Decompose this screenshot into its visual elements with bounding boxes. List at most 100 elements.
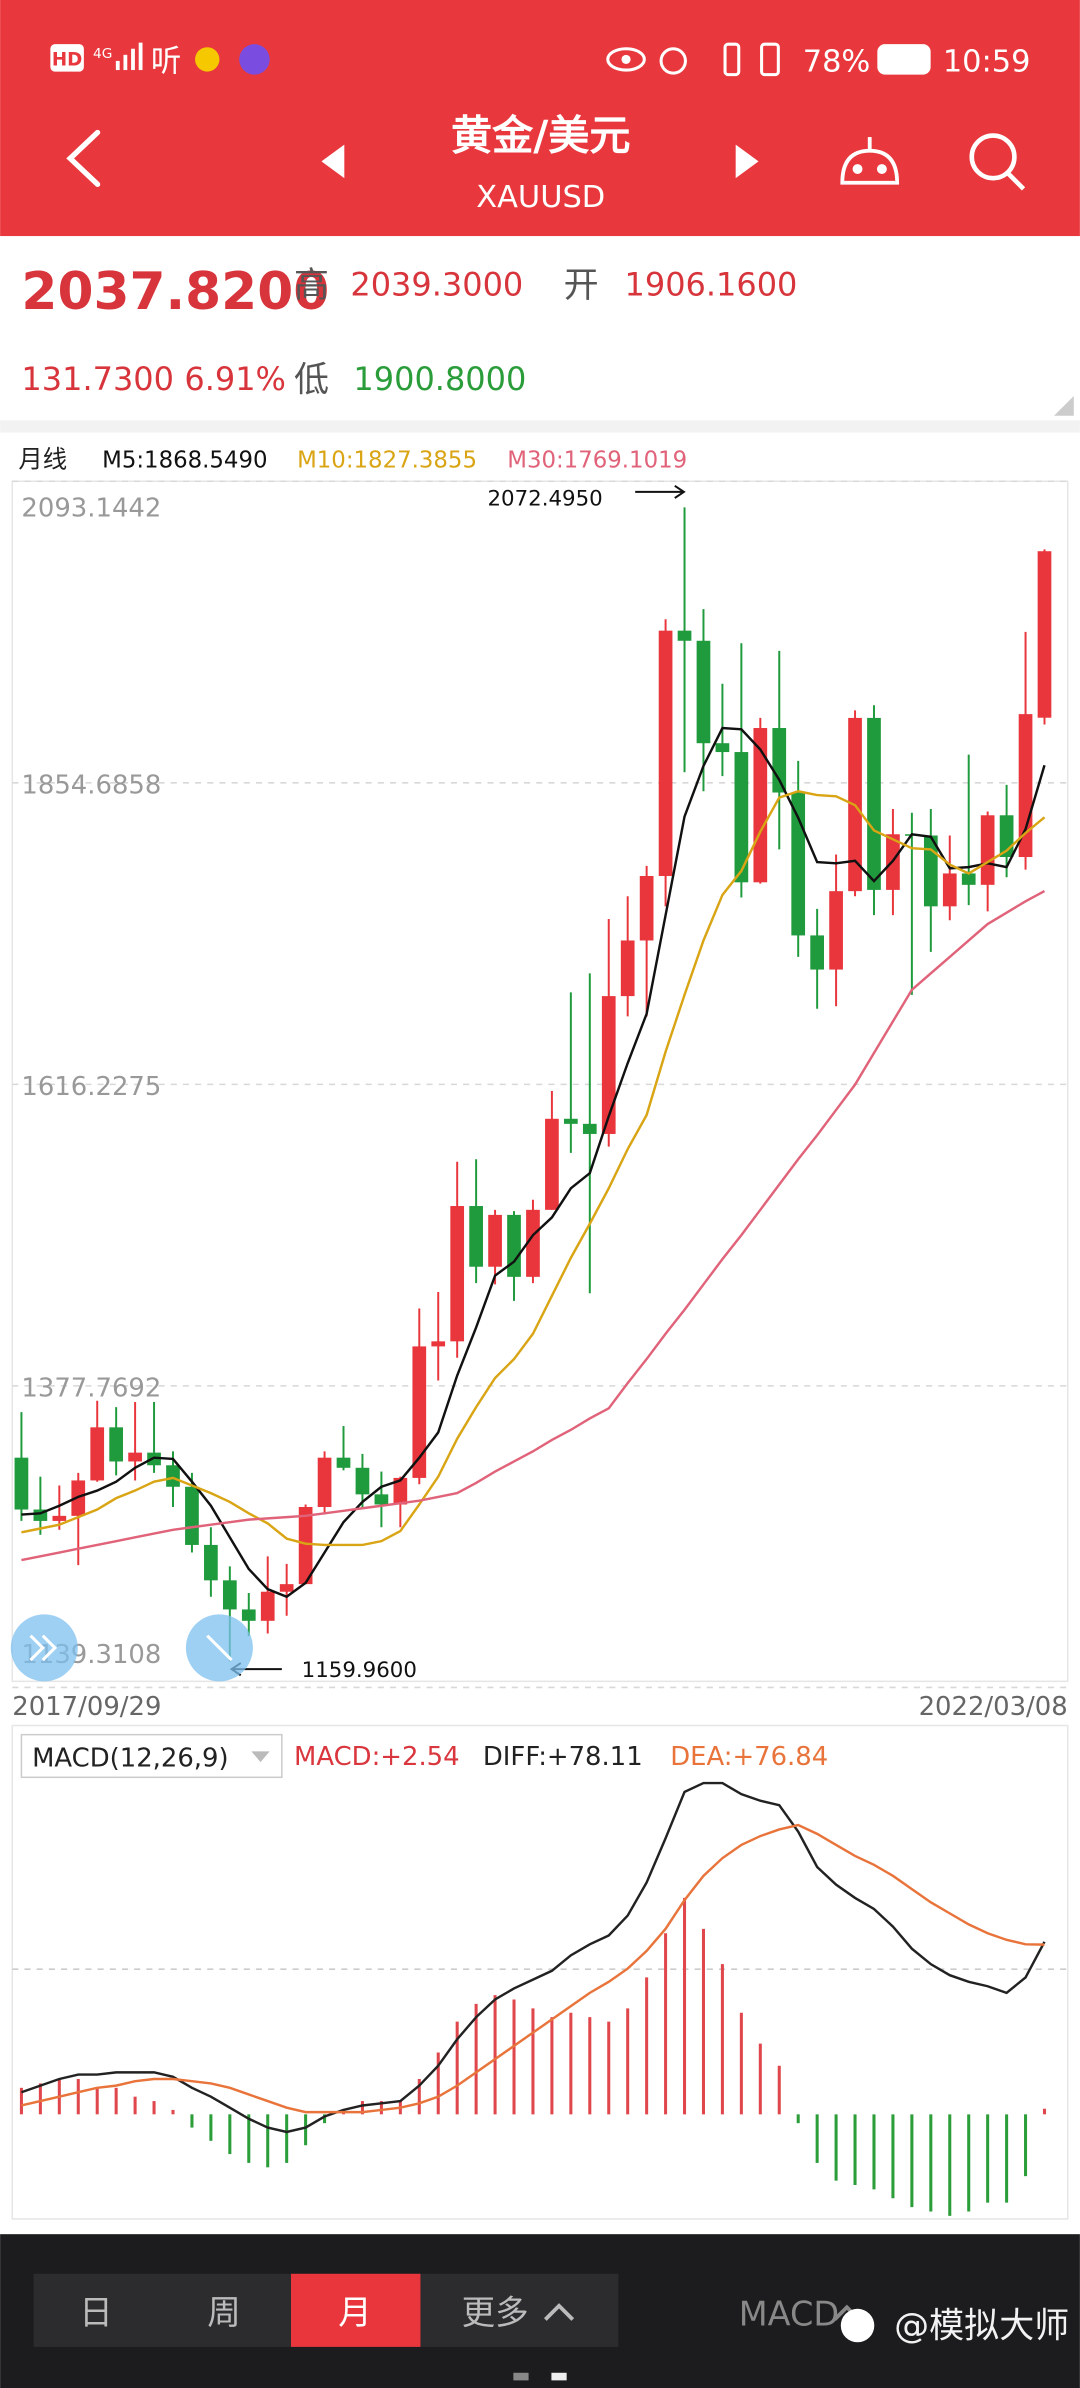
dropdown-caret bbox=[251, 1751, 270, 1763]
alarm-icon bbox=[659, 47, 687, 75]
eye-icon bbox=[621, 54, 631, 64]
candle-body bbox=[526, 1209, 540, 1277]
y-tick-label: 2093.1442 bbox=[21, 493, 161, 523]
price-chart: 1139.31081377.76921616.22751854.68582093… bbox=[12, 480, 1068, 1689]
candle-body bbox=[317, 1457, 332, 1507]
candle-body bbox=[90, 1427, 105, 1481]
legend-entry: M10:1827.3855 bbox=[297, 448, 477, 474]
x-start-label: 2017/09/29 bbox=[12, 1692, 161, 1722]
candle-body bbox=[734, 752, 749, 883]
candle-body bbox=[620, 940, 635, 997]
y-tick-label: 1616.2275 bbox=[21, 1072, 161, 1102]
candle-body bbox=[412, 1346, 427, 1478]
candle-body bbox=[166, 1465, 180, 1487]
line-series bbox=[21, 889, 1046, 1562]
status-network: 4G bbox=[93, 46, 112, 62]
candle-body bbox=[33, 1509, 48, 1521]
candle-body bbox=[601, 996, 616, 1134]
candle-body bbox=[639, 875, 654, 941]
candle-body bbox=[469, 1206, 483, 1267]
candle-body bbox=[185, 1486, 199, 1545]
candle-body bbox=[582, 1123, 597, 1134]
tab[interactable]: 日 bbox=[79, 2293, 113, 2332]
candle-body bbox=[810, 935, 825, 970]
candle-body bbox=[961, 873, 976, 885]
corner-mark bbox=[1053, 395, 1074, 416]
hd-badge bbox=[50, 44, 84, 72]
open-value: 1906.1600 bbox=[625, 265, 798, 303]
candle-body bbox=[204, 1544, 218, 1581]
candle-body bbox=[715, 743, 730, 753]
signal-icon bbox=[115, 42, 143, 71]
eye-icon bbox=[606, 47, 646, 72]
tab-caret bbox=[543, 2303, 575, 2321]
indicator-label: MACD(12,26,9) bbox=[32, 1744, 229, 1774]
candle-body bbox=[450, 1206, 465, 1342]
candle-body bbox=[128, 1452, 142, 1462]
indicator-dropdown[interactable] bbox=[20, 1733, 283, 1779]
macd-frame bbox=[11, 1724, 1069, 2220]
annotation-arrow bbox=[674, 485, 686, 499]
header-bg bbox=[0, 0, 1080, 237]
legend-entry: DEA:+76.84 bbox=[670, 1742, 828, 1772]
low-value: 1900.8000 bbox=[353, 360, 526, 398]
back-button[interactable] bbox=[66, 129, 101, 187]
next-button[interactable] bbox=[735, 144, 759, 179]
battery-icon bbox=[877, 44, 931, 75]
status-app: 听 bbox=[151, 45, 181, 80]
candle-body bbox=[260, 1591, 275, 1621]
candle-body bbox=[942, 873, 957, 907]
tab[interactable]: 月 bbox=[338, 2293, 371, 2332]
expand-icon bbox=[41, 1634, 58, 1662]
watermark: @模拟大师 bbox=[894, 2306, 1069, 2347]
period-label: 月线 bbox=[18, 445, 67, 474]
candle-body bbox=[1037, 551, 1052, 718]
candle-body bbox=[431, 1341, 446, 1347]
watermark-icon bbox=[840, 2308, 875, 2343]
candle-body bbox=[791, 792, 806, 936]
tab-active-bg bbox=[290, 2273, 421, 2347]
candle-body bbox=[298, 1506, 313, 1585]
prev-button[interactable] bbox=[321, 144, 345, 179]
expand-icon bbox=[29, 1634, 45, 1662]
tab[interactable]: 更多 bbox=[462, 2293, 529, 2332]
header-symbol: XAUUSD bbox=[476, 180, 605, 215]
candle-body bbox=[355, 1467, 370, 1495]
candle-body bbox=[507, 1214, 521, 1277]
candle-body bbox=[279, 1584, 294, 1592]
candle-body bbox=[14, 1457, 29, 1510]
status-icon bbox=[239, 44, 270, 75]
candle-body bbox=[658, 630, 673, 876]
header-title: 黄金/美元 bbox=[451, 111, 630, 159]
candle-body bbox=[52, 1515, 67, 1521]
y-tick-label: 1377.7692 bbox=[21, 1374, 161, 1404]
candle-body bbox=[867, 717, 881, 890]
legend-entry: M30:1769.1019 bbox=[507, 448, 687, 474]
line-series bbox=[21, 789, 1046, 1547]
tab[interactable]: 周 bbox=[207, 2293, 241, 2332]
candle-body bbox=[980, 815, 995, 885]
status-hd: HD bbox=[52, 49, 82, 70]
legend-entry: MACD:+2.54 bbox=[294, 1742, 460, 1772]
nav-indicator bbox=[551, 2372, 567, 2381]
candle-body bbox=[109, 1427, 124, 1462]
x-end-label: 2022/03/08 bbox=[919, 1692, 1068, 1722]
candle-body bbox=[829, 891, 843, 970]
status-icon bbox=[195, 47, 220, 72]
line-series bbox=[21, 726, 1046, 1599]
robot-button[interactable] bbox=[840, 137, 900, 185]
legend-entry: DIFF:+78.11 bbox=[483, 1742, 643, 1772]
candle-body bbox=[677, 630, 692, 641]
line-series bbox=[21, 1781, 1046, 2134]
price-plot-frame bbox=[11, 480, 1069, 1683]
divider bbox=[0, 420, 1080, 433]
nav-indicator bbox=[513, 2372, 529, 2381]
search-button[interactable] bbox=[969, 133, 1026, 191]
candle-body bbox=[696, 640, 711, 744]
candle-body bbox=[241, 1609, 256, 1621]
indicator-tab[interactable]: MACD bbox=[739, 2295, 839, 2334]
open-label: 开 bbox=[564, 265, 599, 306]
candle-body bbox=[374, 1494, 389, 1505]
candle-body bbox=[753, 728, 768, 883]
